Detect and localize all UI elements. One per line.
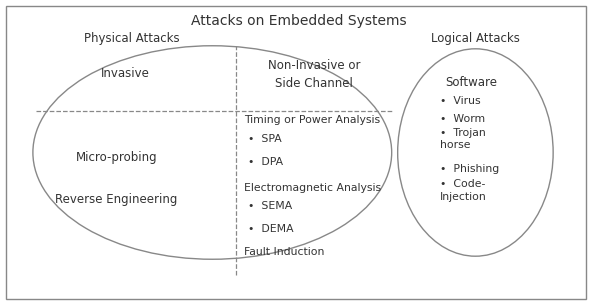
- Text: Software: Software: [446, 76, 498, 89]
- Text: Invasive: Invasive: [101, 67, 150, 80]
- Text: Micro-probing: Micro-probing: [76, 151, 157, 163]
- Text: Fault Induction: Fault Induction: [244, 247, 324, 257]
- Text: •  Phishing: • Phishing: [440, 164, 499, 174]
- Text: •  Code-
Injection: • Code- Injection: [440, 179, 486, 202]
- Text: •  Virus: • Virus: [440, 96, 480, 106]
- FancyBboxPatch shape: [6, 6, 586, 299]
- Text: Non-Invasive or
Side Channel: Non-Invasive or Side Channel: [268, 59, 360, 90]
- Text: Reverse Engineering: Reverse Engineering: [56, 193, 178, 206]
- Text: •  SEMA: • SEMA: [248, 201, 292, 211]
- Text: •  DEMA: • DEMA: [248, 224, 294, 234]
- Text: Physical Attacks: Physical Attacks: [84, 32, 179, 45]
- Text: Timing or Power Analysis: Timing or Power Analysis: [244, 116, 380, 125]
- Text: •  DPA: • DPA: [248, 157, 283, 167]
- Text: •  Worm: • Worm: [440, 114, 484, 124]
- Text: Attacks on Embedded Systems: Attacks on Embedded Systems: [191, 14, 407, 28]
- Text: •  SPA: • SPA: [248, 134, 282, 144]
- Text: Electromagnetic Analysis: Electromagnetic Analysis: [244, 183, 381, 192]
- Text: Logical Attacks: Logical Attacks: [431, 32, 520, 45]
- Text: •  Trojan
horse: • Trojan horse: [440, 127, 486, 150]
